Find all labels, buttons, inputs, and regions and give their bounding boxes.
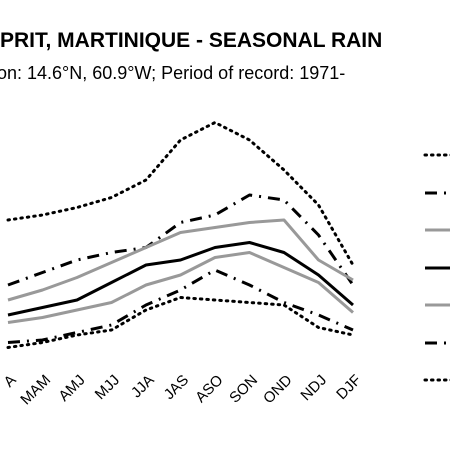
- series-line-solid-black-median: [7, 241, 354, 317]
- x-tick-label: JJA: [128, 372, 158, 402]
- x-tick-label: SON: [226, 372, 261, 407]
- x-tick-label: NDJ: [297, 372, 330, 405]
- x-tick-label: ASO: [192, 372, 226, 406]
- series-line-dotted-upper: [6, 121, 355, 267]
- x-tick-label: MJJ: [92, 372, 123, 403]
- x-tick-label: MAM: [17, 372, 54, 409]
- chart-subtitle-text: tion: 14.6°N, 60.9°W; Period of record: …: [0, 63, 346, 83]
- x-tick-label: JAS: [161, 372, 192, 403]
- series-line-solid-gray-lower: [7, 251, 354, 324]
- x-tick-label: A: [1, 372, 20, 391]
- chart-title-text: SPRIT, MARTINIQUE - SEASONAL RAIN: [0, 29, 383, 52]
- x-tick-label: OND: [260, 372, 296, 408]
- series-line-dotted-lower: [6, 296, 355, 349]
- series-line-dashdot-upper: [7, 193, 355, 287]
- series-layer: [6, 121, 355, 349]
- legend: [423, 153, 450, 382]
- chart-title: SPRIT, MARTINIQUE - SEASONAL RAIN: [0, 26, 450, 56]
- series-line-dashdot-lower: [7, 268, 354, 344]
- series-line-solid-gray-upper: [7, 218, 354, 302]
- x-tick-label: AMJ: [55, 372, 88, 405]
- chart-subtitle: tion: 14.6°N, 60.9°W; Period of record: …: [0, 58, 450, 88]
- x-tick-label: DJF: [333, 372, 364, 403]
